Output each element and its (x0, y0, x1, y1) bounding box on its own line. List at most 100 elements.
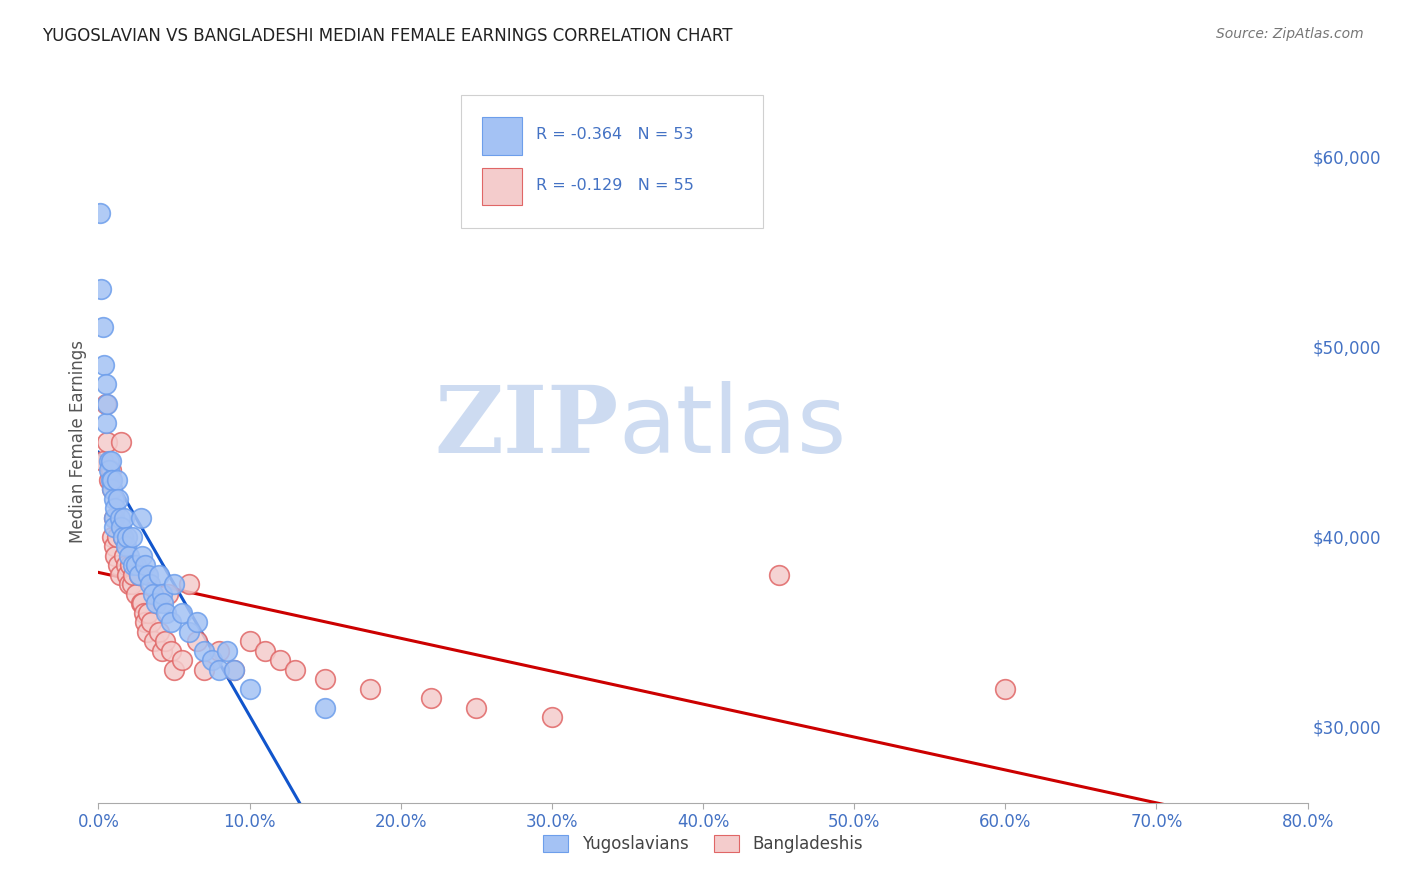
Point (141, 615, 163, 630)
Text: YUGOSLAVIAN VS BANGLADESHI MEDIAN FEMALE EARNINGS CORRELATION CHART: YUGOSLAVIAN VS BANGLADESHI MEDIAN FEMALE… (42, 27, 733, 45)
Point (193, 643, 215, 657)
Point (132, 606, 155, 620)
Point (134, 558, 156, 573)
Point (994, 681, 1017, 696)
Point (111, 530, 134, 544)
Point (170, 653, 193, 667)
Point (115, 530, 138, 544)
Text: ZIP: ZIP (434, 382, 619, 472)
Point (224, 663, 246, 677)
Point (94, 396, 117, 410)
Point (160, 615, 183, 630)
Point (100, 473, 122, 487)
Point (155, 606, 177, 620)
Point (269, 653, 291, 667)
Point (103, 491, 125, 506)
Legend: Yugoslavians, Bangladeshis: Yugoslavians, Bangladeshis (537, 828, 869, 860)
Point (125, 558, 148, 573)
Point (125, 587, 148, 601)
Text: atlas: atlas (619, 381, 846, 473)
Point (284, 663, 307, 677)
Point (208, 643, 231, 657)
Point (100, 453, 122, 467)
Point (465, 700, 488, 714)
Point (89, 206, 111, 220)
Point (110, 434, 132, 449)
Point (129, 510, 152, 524)
Point (193, 663, 215, 677)
Point (112, 549, 135, 563)
Point (121, 577, 143, 591)
Point (201, 653, 224, 667)
Point (91, 320, 114, 334)
Point (768, 567, 790, 582)
Point (110, 520, 132, 534)
Y-axis label: Median Female Earnings: Median Female Earnings (69, 340, 87, 543)
Point (150, 643, 173, 657)
Point (93, 359, 115, 373)
Point (224, 663, 246, 677)
Point (540, 710, 562, 724)
Point (101, 530, 124, 544)
Point (104, 549, 127, 563)
Point (239, 634, 262, 648)
Point (153, 634, 176, 648)
Point (136, 606, 159, 620)
Point (360, 681, 382, 696)
Point (314, 672, 336, 686)
Point (103, 539, 125, 553)
Point (120, 558, 142, 573)
Point (112, 510, 135, 524)
Point (420, 691, 443, 706)
Text: Source: ZipAtlas.com: Source: ZipAtlas.com (1216, 27, 1364, 41)
Point (143, 634, 166, 648)
Point (186, 615, 208, 630)
Point (96, 396, 118, 410)
Point (114, 539, 136, 553)
Point (150, 587, 173, 601)
Point (135, 624, 157, 639)
Point (111, 530, 134, 544)
FancyBboxPatch shape (482, 117, 522, 154)
Point (90, 282, 112, 296)
Point (170, 606, 193, 620)
Point (179, 577, 201, 591)
Point (107, 558, 129, 573)
Point (105, 530, 128, 544)
Point (104, 501, 127, 516)
Point (91, 453, 114, 467)
FancyBboxPatch shape (482, 168, 522, 205)
Point (129, 596, 152, 610)
Point (107, 491, 129, 506)
Point (186, 634, 208, 648)
Point (103, 510, 125, 524)
Point (134, 615, 156, 630)
Text: R = -0.129   N = 55: R = -0.129 N = 55 (536, 178, 695, 193)
Point (100, 463, 122, 477)
Point (215, 643, 238, 657)
Point (179, 624, 201, 639)
Point (131, 596, 153, 610)
Point (118, 577, 141, 591)
Point (101, 482, 124, 496)
Point (148, 567, 170, 582)
Point (114, 558, 136, 573)
Point (156, 587, 179, 601)
Point (103, 520, 125, 534)
Point (163, 577, 186, 591)
Point (121, 530, 143, 544)
Point (152, 596, 174, 610)
Point (122, 558, 145, 573)
Point (136, 567, 159, 582)
Point (253, 643, 276, 657)
Point (98, 453, 121, 467)
Point (128, 567, 150, 582)
Point (108, 510, 131, 524)
Point (139, 577, 162, 591)
Point (145, 596, 167, 610)
Point (118, 549, 141, 563)
Point (128, 567, 150, 582)
FancyBboxPatch shape (461, 95, 763, 228)
Point (239, 681, 262, 696)
Point (98, 463, 121, 477)
